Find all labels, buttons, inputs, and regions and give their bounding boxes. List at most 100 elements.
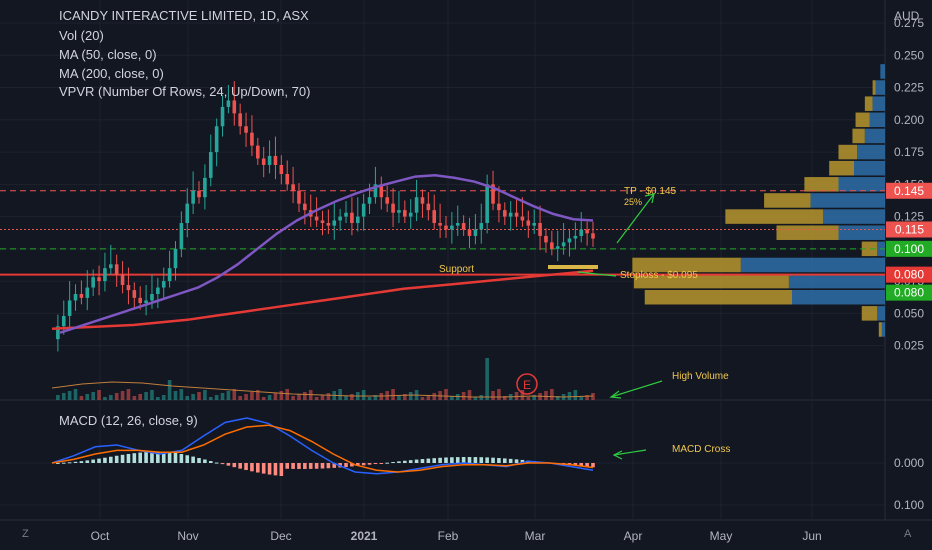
macd-histogram-bar — [579, 463, 584, 467]
volume-bar — [109, 395, 113, 400]
tp-percent-label: 25% — [624, 197, 642, 207]
volume-bar — [73, 389, 78, 400]
vpvr-down-bar — [864, 128, 885, 144]
candle-body — [173, 248, 178, 269]
candle-body — [303, 203, 307, 211]
candle-body — [220, 106, 225, 127]
candle-body — [379, 184, 384, 198]
vpvr-down-bar — [788, 273, 885, 289]
macd-histogram-bar — [450, 457, 454, 463]
macd-histogram-bar — [132, 453, 137, 463]
volume-bar — [473, 397, 478, 400]
candle-body — [279, 164, 284, 174]
macd-histogram-bar — [479, 457, 484, 463]
volume-bar — [226, 391, 231, 400]
volume-bar — [532, 395, 536, 400]
price-badge-label: 0.145 — [894, 184, 924, 198]
candle-body — [420, 197, 425, 204]
zoom-icon[interactable]: Z — [22, 528, 29, 540]
candle-body — [144, 300, 148, 304]
volume-bar — [403, 394, 407, 400]
volume-bar — [367, 397, 372, 400]
volume-bar — [197, 392, 201, 400]
candle-body — [526, 220, 531, 226]
vpvr-down-bar — [838, 177, 885, 192]
volume-bar — [167, 380, 172, 400]
macd-histogram-bar — [156, 451, 160, 463]
volume-bar — [261, 397, 266, 400]
candle-body — [397, 210, 401, 213]
legend-ma200[interactable]: MA (200, close, 0) — [59, 66, 164, 81]
candle-body — [191, 190, 195, 204]
macd-histogram-bar — [502, 458, 507, 463]
candle-body — [555, 246, 560, 249]
volume-bar — [173, 391, 178, 400]
macd-histogram-bar — [432, 458, 437, 463]
volume-bar — [291, 396, 295, 400]
volume-bar — [208, 397, 213, 400]
macd-histogram-bar — [56, 462, 60, 464]
macd-histogram-bar — [238, 463, 242, 469]
legend-vpvr[interactable]: VPVR (Number Of Rows, 24, Up/Down, 70) — [59, 84, 311, 99]
macd-histogram-bar — [514, 459, 519, 463]
price-badge-label: 0.080 — [894, 268, 924, 282]
vpvr-up-bar — [838, 144, 858, 160]
macd-cross-label: MACD Cross — [672, 444, 730, 455]
legend-vol[interactable]: Vol (20) — [59, 28, 104, 43]
volume-bar — [420, 397, 425, 400]
volume-bar — [267, 395, 272, 400]
candle-body — [203, 177, 207, 198]
price-badge — [886, 284, 932, 301]
volume-bar — [132, 396, 137, 400]
candle-body — [79, 294, 84, 298]
candle-body — [167, 268, 172, 282]
macd-histogram-bar — [332, 463, 337, 468]
macd-histogram-bar — [126, 453, 131, 463]
candle-body — [385, 197, 389, 204]
volume-bar — [579, 397, 584, 400]
volume-bar — [567, 392, 572, 400]
price-badge-label: 0.080 — [894, 286, 924, 300]
y-tick-label: 0.175 — [894, 145, 924, 159]
volume-bar — [144, 392, 148, 400]
macd-histogram-bar — [226, 463, 231, 466]
macd-histogram-bar — [150, 451, 154, 463]
candle-body — [326, 223, 331, 226]
vpvr-down-bar — [854, 160, 885, 176]
macd-histogram-bar — [385, 462, 389, 464]
vpvr-down-bar — [877, 306, 885, 321]
volume-bar — [520, 390, 525, 400]
macd-histogram-bar — [61, 462, 66, 464]
macd-histogram-bar — [73, 461, 78, 463]
vpvr-up-bar — [804, 177, 839, 192]
vpvr-down-bar — [875, 80, 885, 95]
candle-body — [91, 277, 95, 288]
vpvr-up-bar — [855, 112, 870, 128]
candle-body — [179, 223, 184, 249]
volume-bar — [85, 394, 90, 400]
legend-ma50[interactable]: MA (50, close, 0) — [59, 47, 157, 62]
legend-macd[interactable]: MACD (12, 26, close, 9) — [59, 413, 198, 428]
candle-body — [291, 184, 295, 191]
macd-histogram-bar — [114, 455, 119, 463]
auto-scale-icon[interactable]: A — [904, 528, 912, 540]
candle-body — [120, 274, 125, 285]
macd-histogram-bar — [426, 458, 431, 463]
candle-body — [491, 184, 495, 204]
macd-histogram-bar — [344, 463, 348, 467]
vpvr-up-bar — [725, 209, 823, 224]
volume-bar — [391, 389, 395, 400]
candle-body — [414, 197, 419, 213]
candle-body — [444, 225, 448, 230]
vpvr-down-bar — [740, 257, 885, 273]
macd-histogram-bar — [91, 459, 95, 463]
candle-body — [579, 229, 584, 236]
candle-body — [573, 235, 578, 239]
volume-bar — [550, 389, 554, 400]
macd-histogram-bar — [573, 463, 578, 466]
candle-body — [520, 216, 525, 221]
volume-bar — [203, 390, 207, 400]
candle-body — [585, 229, 589, 234]
macd-histogram-bar — [497, 458, 501, 463]
